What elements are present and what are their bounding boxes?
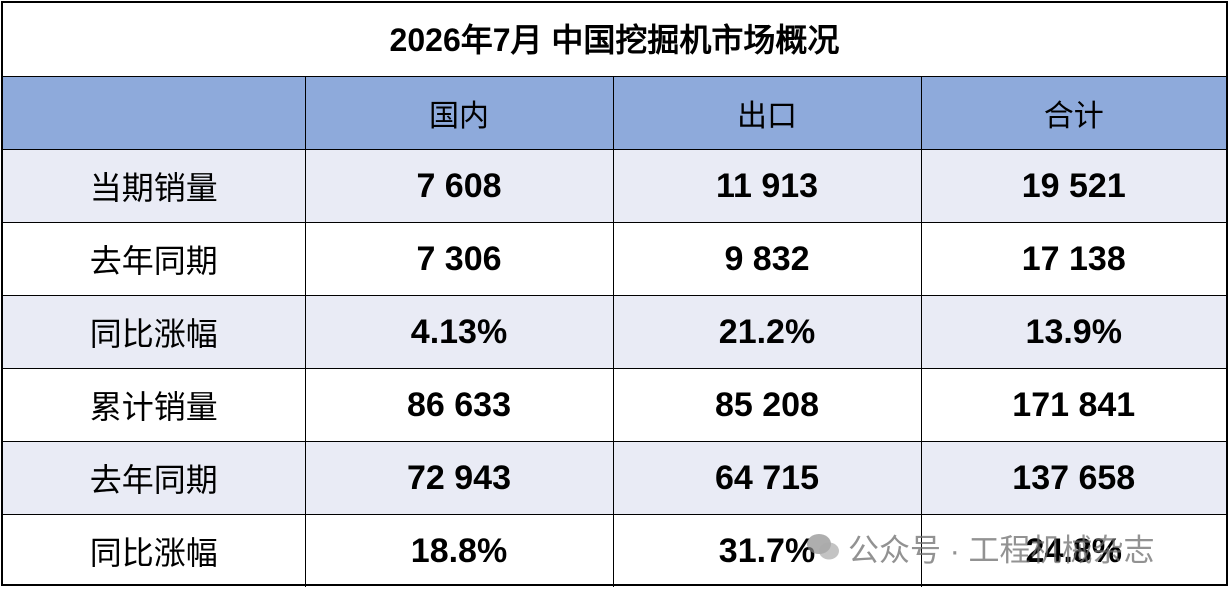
table-row: 累计销量 86 633 85 208 171 841 <box>3 368 1226 442</box>
row-label: 同比涨幅 <box>3 514 306 587</box>
row-label: 去年同期 <box>3 441 306 515</box>
header-cell: 出口 <box>612 77 922 150</box>
wechat-icon <box>807 534 839 560</box>
table-cell: 31.7% <box>612 514 922 587</box>
table-cell: 86 633 <box>304 368 614 442</box>
table-cell: 4.13% <box>304 295 614 369</box>
table-cell: 64 715 <box>612 441 922 515</box>
table-title: 2026年7月 中国挖掘机市场概况 <box>3 3 1226 77</box>
table-cell: 72 943 <box>304 441 614 515</box>
table-row: 去年同期 7 306 9 832 17 138 <box>3 222 1226 296</box>
row-label: 累计销量 <box>3 368 306 442</box>
table-cell: 137 658 <box>920 441 1226 515</box>
header-cell <box>3 77 306 150</box>
header-cell: 国内 <box>304 77 614 150</box>
table-row: 同比涨幅 4.13% 21.2% 13.9% <box>3 295 1226 369</box>
table-cell: 171 841 <box>920 368 1226 442</box>
table-cell: 85 208 <box>612 368 922 442</box>
table-cell: 24.8% <box>920 514 1226 587</box>
table-row: 去年同期 72 943 64 715 137 658 <box>3 441 1226 515</box>
table-cell: 17 138 <box>920 222 1226 296</box>
table-cell: 7 608 <box>304 149 614 223</box>
table-cell: 18.8% <box>304 514 614 587</box>
watermark-text: 公众号 · 工程机械杂志 <box>848 532 1155 568</box>
table-cell: 21.2% <box>612 295 922 369</box>
header-cell: 合计 <box>920 77 1226 150</box>
header-row: 国内 出口 合计 <box>3 77 1226 150</box>
data-table: 国内 出口 合计 当期销量 7 608 11 913 19 521 去年同期 7 306 9 83… <box>3 77 1226 587</box>
row-label: 当期销量 <box>3 149 306 223</box>
row-label: 同比涨幅 <box>3 295 306 369</box>
row-label: 去年同期 <box>3 222 306 296</box>
table-cell: 13.9% <box>920 295 1226 369</box>
table-cell: 11 913 <box>612 149 922 223</box>
table-cell: 19 521 <box>920 149 1226 223</box>
table-row: 同比涨幅 18.8% 31.7% 24.8% <box>3 514 1226 587</box>
table-cell: 9 832 <box>612 222 922 296</box>
table-cell: 7 306 <box>304 222 614 296</box>
table-row: 当期销量 7 608 11 913 19 521 <box>3 149 1226 223</box>
watermark: 公众号 · 工程机械杂志 <box>806 527 1155 568</box>
